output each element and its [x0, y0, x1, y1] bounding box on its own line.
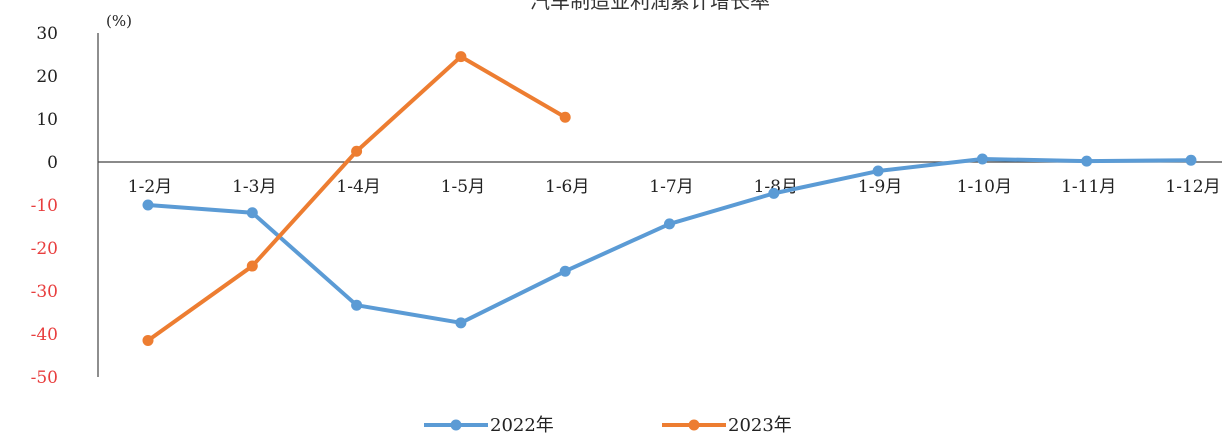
y-tick-label: 10 [36, 110, 58, 130]
x-tick-label: 1-9月 [858, 177, 902, 197]
x-tick-label: 1-6月 [545, 177, 589, 197]
data-point [455, 317, 467, 329]
y-tick-label: -20 [31, 239, 58, 259]
x-tick-label: 1-3月 [232, 177, 276, 197]
y-tick-label: -10 [31, 196, 58, 216]
x-tick-label: 1-4月 [336, 177, 380, 197]
x-tick-label: 1-11月 [1061, 177, 1116, 197]
x-axis-ticks: 1-2月 1-3月 1-4月 1-5月 1-6月 1-7月 1-8月 1-9月 1-10月 1-1… [128, 177, 1221, 197]
data-point [559, 265, 571, 277]
y-tick-label: 0 [47, 153, 58, 173]
unit-label: (%) [106, 12, 132, 30]
y-tick-label: -40 [31, 325, 58, 345]
data-point [351, 145, 363, 157]
legend: 2022年 2023年 [424, 415, 792, 436]
series-line-2 [146, 54, 568, 343]
data-point [1081, 155, 1093, 167]
data-point [976, 153, 988, 165]
data-point [559, 111, 571, 123]
series-layer [142, 51, 1197, 346]
data-point [768, 187, 780, 199]
y-tick-label: 30 [36, 24, 58, 44]
chart-title: 汽车制造业利润累计增长率 [530, 0, 770, 13]
data-point [142, 199, 154, 211]
y-tick-label: 20 [36, 67, 58, 87]
x-tick-label: 1-7月 [649, 177, 693, 197]
y-tick-label: -50 [31, 368, 58, 388]
data-point [455, 51, 467, 63]
data-point [664, 218, 675, 230]
x-tick-label: 1-10月 [957, 177, 1012, 197]
data-point [1185, 154, 1197, 166]
data-point [142, 334, 154, 346]
x-tick-label: 1-12月 [1165, 177, 1220, 197]
legend-label: 2023年 [728, 415, 792, 434]
y-tick-label: -30 [31, 282, 58, 302]
legend-swatch-marker [688, 419, 700, 431]
data-point [872, 165, 884, 177]
x-tick-label: 1-2月 [128, 177, 172, 197]
data-point [351, 299, 363, 311]
x-tick-label: 1-5月 [441, 177, 485, 197]
y-axis-ticks: 30 20 10 0 -10 -20 -30 -40 -50 [31, 24, 58, 388]
legend-label: 2022年 [490, 415, 554, 434]
data-point [246, 260, 258, 272]
data-point [246, 207, 258, 219]
legend-swatch-marker [450, 419, 462, 431]
